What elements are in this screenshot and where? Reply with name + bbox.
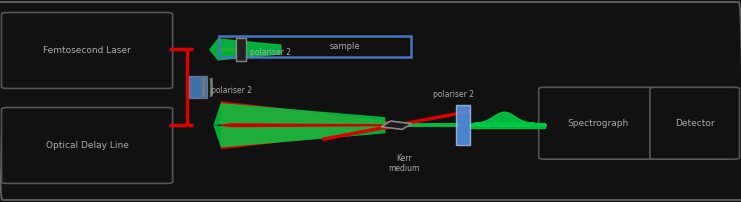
Text: Spectrograph: Spectrograph — [568, 119, 629, 128]
Text: polariser 2: polariser 2 — [211, 86, 252, 95]
Text: Kerr
medium: Kerr medium — [388, 154, 419, 173]
Text: polariser 2: polariser 2 — [250, 48, 290, 57]
Polygon shape — [404, 123, 459, 127]
Polygon shape — [221, 101, 389, 149]
Polygon shape — [213, 103, 391, 125]
Text: Femtosecond Laser: Femtosecond Laser — [43, 46, 131, 55]
Text: Detector: Detector — [675, 119, 714, 128]
Bar — [219, 36, 411, 57]
FancyBboxPatch shape — [1, 107, 173, 183]
FancyBboxPatch shape — [539, 87, 658, 159]
Bar — [189, 76, 207, 99]
Polygon shape — [381, 121, 412, 129]
Text: Optical Delay Line: Optical Delay Line — [46, 141, 128, 150]
FancyBboxPatch shape — [650, 87, 740, 159]
Text: sample: sample — [330, 42, 360, 51]
Polygon shape — [213, 125, 391, 147]
Text: polariser 2: polariser 2 — [433, 90, 474, 99]
Polygon shape — [209, 38, 282, 61]
Bar — [456, 105, 470, 145]
Bar — [236, 38, 246, 61]
FancyBboxPatch shape — [1, 13, 173, 88]
